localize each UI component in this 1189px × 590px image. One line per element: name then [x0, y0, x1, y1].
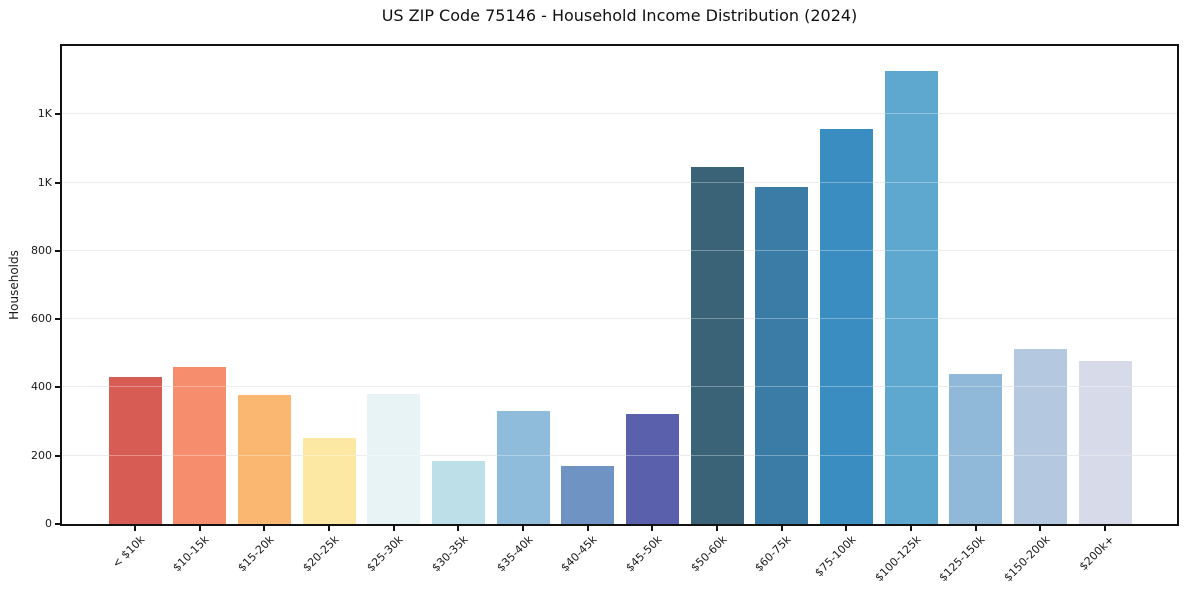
bar	[237, 395, 291, 524]
bar	[1078, 361, 1132, 524]
gridline-overlay	[62, 181, 1177, 183]
y-tick-label: 200	[31, 448, 52, 462]
y-tick-label: 400	[31, 380, 52, 394]
x-tick-label-text: $40-45k	[558, 533, 600, 575]
gridline-overlay	[62, 318, 1177, 320]
x-tick-label-text: < $10k	[109, 533, 148, 571]
y-tick-mark	[55, 318, 60, 321]
gridline	[62, 454, 1177, 456]
y-tick-label: 800	[31, 243, 52, 257]
x-tick-mark	[974, 526, 977, 531]
bar	[819, 128, 873, 524]
x-tick-mark	[263, 526, 266, 531]
y-tick-label: 1K	[37, 107, 52, 121]
x-tick-label-text: $10-15k	[170, 533, 212, 575]
bar	[884, 70, 938, 524]
x-tick-mark	[1104, 526, 1107, 531]
bar	[302, 438, 356, 524]
x-tick-mark	[457, 526, 460, 531]
gridline	[62, 318, 1177, 320]
bar	[561, 465, 615, 524]
x-tick-label-text: $45-50k	[623, 533, 665, 575]
gridline	[62, 386, 1177, 388]
x-tick-mark	[134, 526, 136, 531]
x-tick-mark	[198, 526, 201, 531]
y-axis-label: Households	[7, 250, 21, 320]
y-tick-mark	[55, 181, 60, 184]
x-tick-mark	[651, 526, 654, 531]
x-tick-label-text: $125-150k	[936, 533, 988, 585]
x-tick-label-text: $100-125k	[872, 533, 924, 585]
x-tick-label-text: $60-75k	[752, 533, 794, 575]
y-tick-mark	[55, 523, 60, 525]
x-tick-mark	[910, 526, 913, 531]
chart-title: US ZIP Code 75146 - Household Income Dis…	[381, 6, 858, 25]
x-tick-label-text: $30-35k	[429, 533, 471, 575]
x-tick-mark	[392, 526, 395, 531]
y-tick-mark	[55, 113, 60, 116]
x-tick-mark	[1039, 526, 1042, 531]
bar	[1013, 348, 1067, 524]
x-tick-label-text: $35-40k	[493, 533, 536, 575]
x-tick-label-text: $20-25k	[299, 533, 342, 575]
x-tick-label-text: $50-60k	[687, 533, 730, 575]
bar	[496, 411, 550, 524]
y-tick-mark	[55, 249, 60, 252]
x-tick-mark	[522, 526, 525, 531]
gridline	[62, 181, 1177, 183]
bar	[173, 366, 227, 524]
y-tick-mark	[55, 454, 60, 457]
gridline	[62, 113, 1177, 115]
gridline-overlay	[62, 454, 1177, 456]
y-tick-label: 0	[45, 517, 52, 530]
x-tick-label-text: $200k+	[1077, 533, 1118, 574]
gridline-overlay	[62, 249, 1177, 251]
bar	[949, 374, 1003, 524]
x-tick-mark	[586, 526, 589, 531]
gridline-overlay	[62, 386, 1177, 388]
bar	[690, 166, 744, 524]
gridlines-overlay-layer	[62, 46, 1177, 524]
x-tick-mark	[845, 526, 848, 531]
y-tick-label: 600	[31, 312, 52, 326]
bar	[367, 393, 421, 524]
y-tick-label: 1K	[37, 175, 52, 189]
x-tick-label-text: $150-200k	[1001, 533, 1053, 585]
x-tick-label-text: $75-100k	[812, 533, 859, 580]
x-tick-label-text: $15-20k	[235, 533, 277, 575]
bar	[431, 460, 485, 524]
y-tick-mark	[55, 386, 60, 389]
x-tick-mark	[328, 526, 330, 531]
x-tick-label-text: $25-30k	[364, 533, 406, 575]
gridline	[62, 249, 1177, 251]
x-tick-mark	[716, 526, 719, 531]
gridline-overlay	[62, 113, 1177, 115]
bar	[625, 414, 679, 524]
x-tick-mark	[780, 526, 783, 531]
gridlines-layer	[62, 46, 1177, 524]
bar	[755, 187, 809, 524]
plot-area	[60, 44, 1179, 526]
bar	[108, 377, 162, 524]
bars-layer	[62, 46, 1177, 524]
